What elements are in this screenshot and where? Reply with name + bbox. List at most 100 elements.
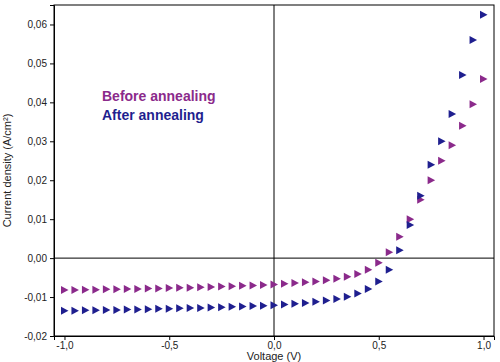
series: [61, 75, 488, 294]
point: [208, 283, 216, 291]
point: [312, 277, 320, 285]
point: [438, 137, 446, 145]
plot: -1,0-0,50,00,51,0-0,02-0,010,000,010,020…: [24, 5, 494, 351]
point: [386, 266, 394, 274]
x-tick: 1,0: [477, 336, 491, 351]
point: [229, 303, 237, 311]
point: [134, 306, 142, 314]
point: [124, 285, 132, 293]
y-tick: 0,04: [28, 97, 54, 108]
point: [438, 157, 446, 165]
point: [333, 295, 341, 303]
y-tick-mark: [50, 141, 54, 142]
y-tick: -0,01: [24, 292, 54, 303]
point: [250, 302, 257, 310]
point: [208, 304, 216, 312]
y-tick-mark: [50, 102, 54, 103]
point: [82, 306, 90, 314]
point: [71, 286, 79, 294]
point: [176, 304, 184, 312]
plot-frame: [54, 5, 494, 336]
point: [239, 302, 247, 310]
y-tick: 0,03: [28, 136, 54, 147]
x-tick-label: -1,0: [56, 340, 74, 351]
point: [417, 192, 425, 200]
y-tick-mark: [50, 219, 54, 220]
point: [407, 221, 415, 229]
y-tick-label: 0,06: [28, 19, 48, 30]
point: [271, 281, 279, 289]
y-tick-mark: [50, 63, 54, 64]
point: [218, 303, 226, 311]
y-tick-mark: [50, 336, 54, 337]
point: [187, 284, 195, 292]
point: [187, 304, 195, 312]
point: [344, 293, 352, 301]
series: [61, 11, 488, 315]
y-tick: 0,05: [28, 58, 54, 69]
y-tick-label: -0,02: [24, 331, 47, 342]
point: [375, 277, 383, 285]
y-axis-title: Current density (A/cm²): [1, 114, 13, 228]
point: [239, 282, 247, 290]
zero-lines: [54, 5, 494, 336]
point: [155, 284, 163, 292]
point: [134, 285, 142, 293]
y-tick-label: -0,01: [24, 292, 47, 303]
point: [197, 283, 205, 291]
point: [354, 290, 362, 298]
point: [103, 306, 111, 314]
y-axis-line: [50, 6, 55, 337]
y-tick-mark: [50, 24, 54, 25]
point: [459, 122, 467, 130]
chart: -1,0-0,50,00,51,0-0,02-0,010,000,010,020…: [0, 0, 500, 362]
x-tick: -1,0: [56, 336, 74, 351]
y-tick: 0,06: [28, 19, 54, 30]
point: [145, 284, 153, 292]
point: [291, 300, 299, 308]
point: [229, 282, 237, 290]
point: [396, 233, 404, 241]
y-tick-label: 0,00: [28, 253, 48, 264]
point: [354, 270, 362, 278]
x-tick: 0,5: [372, 336, 386, 351]
x-axis-title: Voltage (V): [247, 350, 301, 362]
point: [260, 302, 268, 310]
point: [218, 283, 226, 291]
x-axis: -1,0-0,50,00,51,0: [55, 336, 495, 351]
legend: Before annealing After annealing: [102, 88, 216, 123]
point: [333, 275, 341, 283]
y-tick-label: 0,05: [28, 58, 48, 69]
point: [113, 285, 121, 293]
point: [176, 284, 184, 292]
point: [480, 11, 488, 19]
point: [61, 307, 69, 315]
point: [428, 176, 436, 184]
point: [428, 161, 436, 169]
y-tick: 0,00: [28, 253, 54, 264]
x-tick-label: 0,5: [372, 340, 386, 351]
y-tick: 0,02: [28, 175, 54, 186]
point: [449, 141, 457, 149]
point: [470, 100, 478, 108]
point: [281, 280, 289, 288]
y-tick-label: 0,04: [28, 97, 48, 108]
legend-entry: After annealing: [102, 107, 204, 123]
legend-entry: Before annealing: [102, 88, 216, 104]
point: [386, 248, 394, 256]
y-axis: -0,02 -0,01 0,00 0,01 0,02 0,03 0,04 0,05 0,06: [24, 6, 54, 342]
point: [281, 300, 289, 308]
point: [344, 273, 352, 281]
point: [124, 306, 132, 314]
point: [61, 286, 69, 294]
y-tick: 0,01: [28, 214, 54, 225]
point: [365, 285, 373, 293]
y-tick-label: 0,02: [28, 175, 48, 186]
y-tick-label: 0,03: [28, 136, 48, 147]
point: [302, 299, 310, 307]
point: [92, 286, 100, 294]
point: [145, 305, 153, 313]
point: [250, 281, 257, 289]
point: [71, 307, 79, 315]
x-tick-label: -0,5: [161, 340, 179, 351]
